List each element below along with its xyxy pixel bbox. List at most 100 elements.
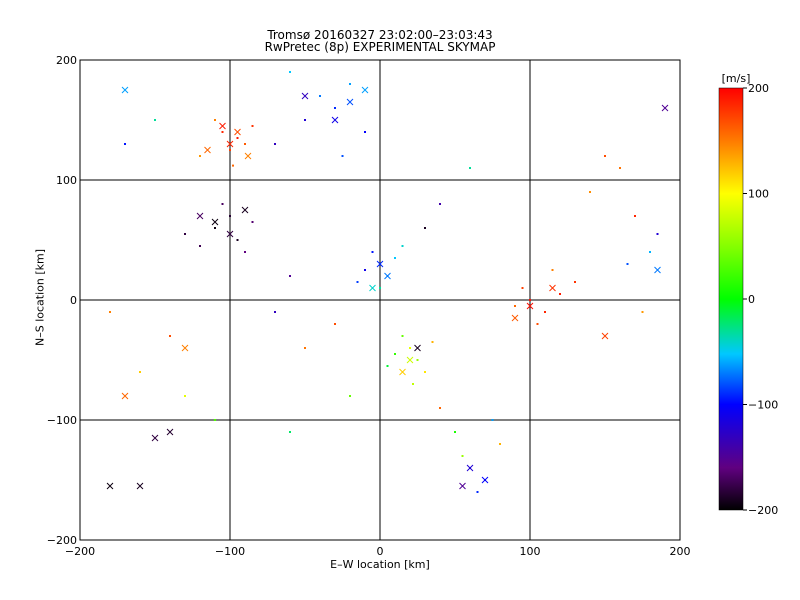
x-tick-label: 200 xyxy=(670,545,691,558)
data-point-dot xyxy=(334,107,336,109)
data-point-dot xyxy=(491,419,494,421)
data-point-dot xyxy=(139,371,141,373)
data-point-dot xyxy=(424,371,426,373)
data-point-dot xyxy=(289,431,291,433)
data-point-cross xyxy=(661,104,669,112)
data-point-cross xyxy=(151,434,159,442)
data-point-dot xyxy=(319,95,321,97)
colorbar-tick-label: 0 xyxy=(748,293,755,306)
chart-title: Tromsø 20160327 23:02:00–23:03:43 xyxy=(267,28,493,42)
x-axis: −200 −100 0 100 200 xyxy=(65,545,691,558)
data-point-cross xyxy=(414,344,421,352)
data-point-dot xyxy=(461,455,464,457)
colorbar-tick-label: 200 xyxy=(748,82,769,95)
data-point-dot xyxy=(349,83,351,85)
data-point-cross xyxy=(196,212,204,220)
colorbar: [m/s] 200 100 0 −100 −200 xyxy=(718,72,778,517)
data-point-dot xyxy=(656,233,659,235)
data-point-dot xyxy=(626,263,629,265)
data-point-dot xyxy=(109,311,111,313)
data-point-dot xyxy=(476,491,479,493)
x-tick-label: 100 xyxy=(520,545,541,558)
data-point-dot xyxy=(229,149,231,151)
data-point-dot xyxy=(394,353,396,355)
data-point-dot xyxy=(424,227,426,229)
chart-subtitle: RwPretec (8p) EXPERIMENTAL SKYMAP xyxy=(264,40,496,54)
data-point-dot xyxy=(274,311,276,313)
data-point-dot xyxy=(379,287,381,289)
data-point-cross xyxy=(166,428,174,436)
data-point-dot xyxy=(184,395,186,397)
data-point-cross xyxy=(346,98,354,106)
data-point-cross xyxy=(369,284,376,292)
data-point-dot xyxy=(214,419,216,421)
data-point-dot xyxy=(236,239,239,241)
y-tick-label: −200 xyxy=(47,534,77,547)
data-point-cross xyxy=(384,272,391,280)
data-point-dot xyxy=(304,119,306,121)
data-point-cross xyxy=(601,332,609,340)
data-point-dot xyxy=(386,365,389,367)
data-point-dot xyxy=(371,251,374,253)
data-point-cross xyxy=(549,284,556,292)
data-point-dot xyxy=(169,335,171,337)
data-point-dot xyxy=(469,167,471,169)
y-tick-label: 0 xyxy=(70,294,77,307)
data-point-dot xyxy=(214,227,216,229)
x-tick-label: −200 xyxy=(65,545,95,558)
data-point-cross xyxy=(226,230,234,238)
data-point-dot xyxy=(649,251,651,253)
data-point-dot xyxy=(184,233,186,235)
plot-grid xyxy=(80,60,680,540)
data-point-dot xyxy=(514,305,516,307)
colorbar-label: [m/s] xyxy=(722,72,751,85)
data-point-dot xyxy=(641,311,644,313)
data-point-dot xyxy=(289,275,291,277)
data-point-dot xyxy=(551,269,554,271)
data-point-cross xyxy=(526,302,534,310)
data-point-dot xyxy=(232,164,234,167)
data-point-dot xyxy=(221,203,224,205)
x-tick-label: 0 xyxy=(377,545,384,558)
data-point-dot xyxy=(634,215,636,217)
data-point-dot xyxy=(439,203,441,205)
data-point-dot xyxy=(364,269,366,271)
data-point-dot xyxy=(619,167,621,169)
data-point-dot xyxy=(536,323,539,325)
y-axis-label: N–S location [km] xyxy=(33,248,47,347)
data-point-dot xyxy=(604,155,606,157)
data-point-cross xyxy=(654,266,661,274)
data-point-dot xyxy=(416,359,419,361)
y-tick-label: −100 xyxy=(47,414,77,427)
x-axis-label: E–W location [km] xyxy=(330,558,430,571)
data-point-dot xyxy=(214,119,216,121)
data-point-dot xyxy=(221,131,224,133)
data-point-dot xyxy=(229,215,231,217)
data-point-dot xyxy=(574,281,576,283)
data-point-dot xyxy=(199,245,201,247)
data-point-cross xyxy=(219,122,226,130)
data-point-cross xyxy=(226,140,234,148)
colorbar-tick-label: −200 xyxy=(748,504,778,517)
data-point-dot xyxy=(431,341,434,343)
data-point-dot xyxy=(334,323,336,325)
data-point-cross xyxy=(361,86,369,94)
data-point-dot xyxy=(244,251,246,253)
data-point-dot xyxy=(394,257,396,259)
data-point-cross xyxy=(466,464,474,472)
colorbar-gradient xyxy=(719,88,743,510)
data-point-dot xyxy=(589,191,591,193)
data-points xyxy=(106,71,669,493)
data-point-cross xyxy=(459,482,466,490)
data-point-dot xyxy=(356,281,359,283)
data-point-cross xyxy=(211,218,219,226)
data-point-dot xyxy=(412,383,414,385)
data-point-cross xyxy=(136,482,144,490)
data-point-dot xyxy=(401,335,404,337)
data-point-dot xyxy=(529,299,531,301)
data-point-cross xyxy=(241,206,249,214)
data-point-dot xyxy=(409,347,411,349)
data-point-dot xyxy=(244,143,246,145)
data-point-cross xyxy=(204,146,211,154)
data-point-cross xyxy=(121,392,129,400)
